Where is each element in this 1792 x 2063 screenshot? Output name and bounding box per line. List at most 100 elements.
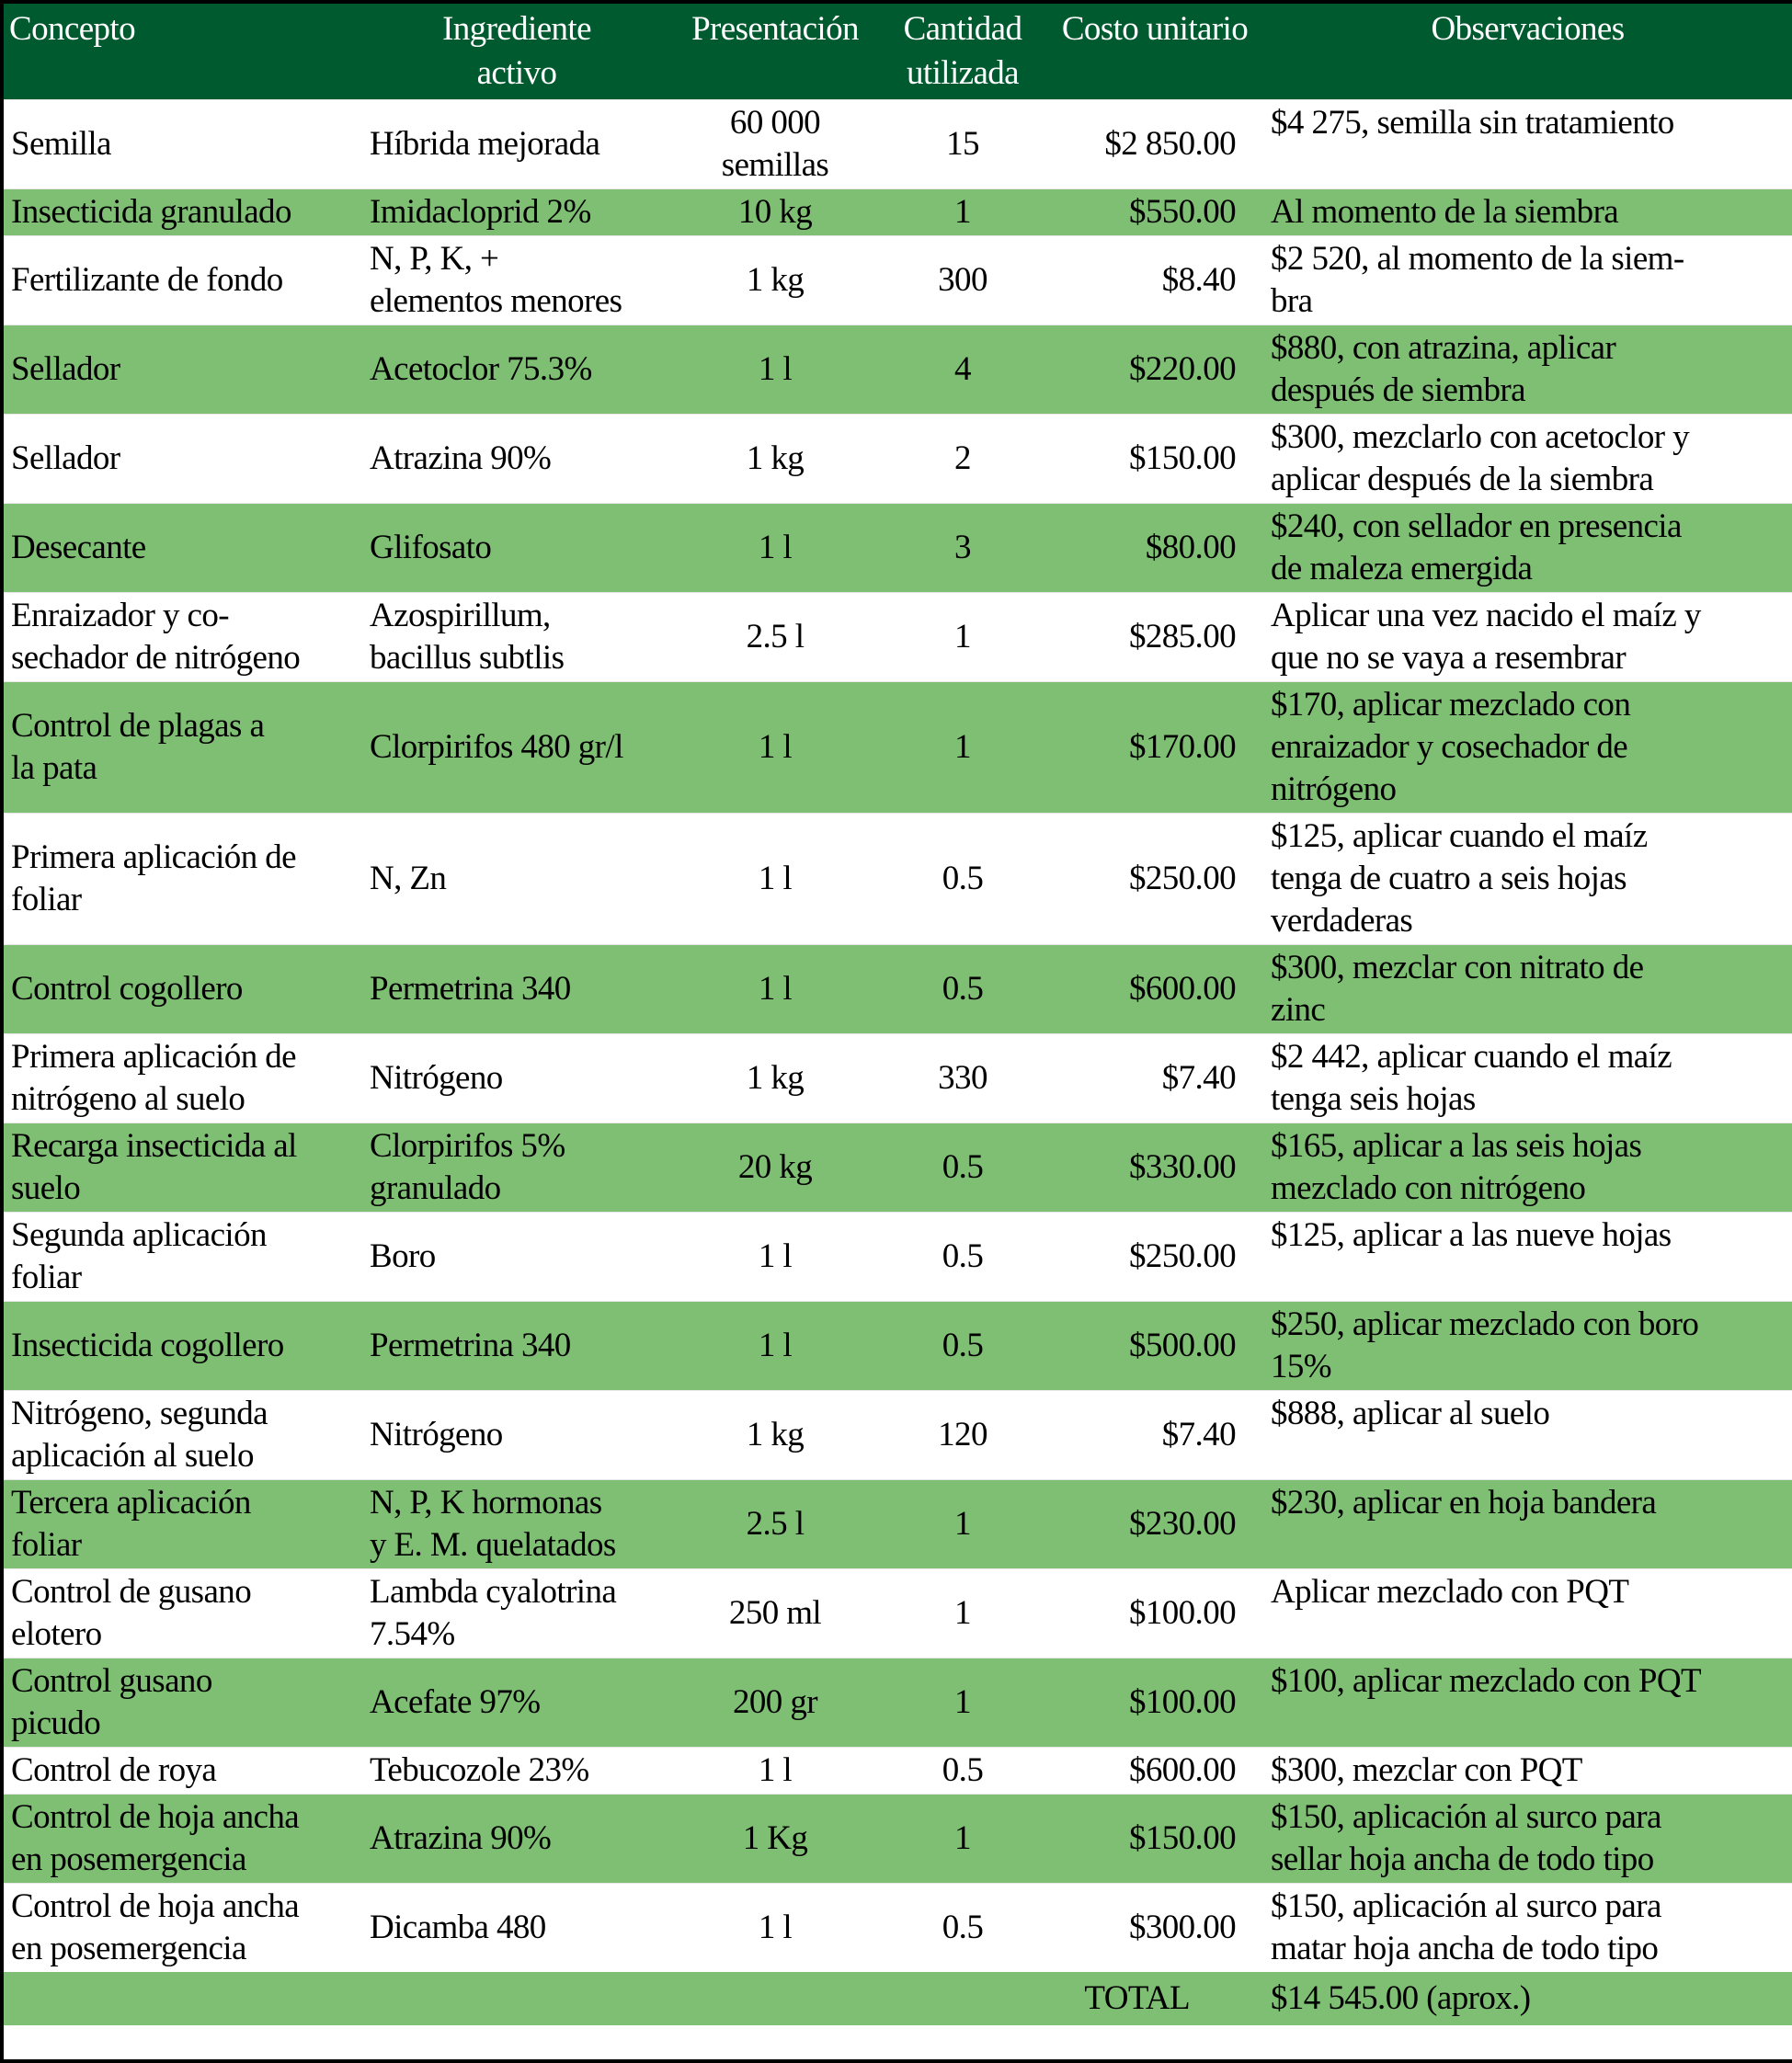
cell-observaciones: $240, con sellador en presencia de malez… bbox=[1263, 503, 1792, 593]
cell-costo: $2 850.00 bbox=[1046, 99, 1263, 189]
cell-ingrediente: N, P, K, + elementos menores bbox=[362, 235, 671, 325]
cell-ingrediente: Boro bbox=[362, 1212, 671, 1302]
cell-costo: $170.00 bbox=[1046, 681, 1263, 814]
cell-ingrediente: Lambda cyalotrina 7.54% bbox=[362, 1568, 671, 1658]
cell-cantidad: 1 bbox=[879, 1794, 1046, 1884]
table-row: Desecante Glifosato 1 l 3 $80.00 $240, con se… bbox=[4, 503, 1792, 593]
cell-concepto: Sellador bbox=[4, 414, 362, 504]
cell-ingrediente: N, Zn bbox=[362, 813, 671, 945]
cell-presentacion: 1 l bbox=[671, 944, 879, 1034]
cell-costo: $600.00 bbox=[1046, 944, 1263, 1034]
cell-costo: $150.00 bbox=[1046, 414, 1263, 504]
cell-observaciones: $880, con atrazina, aplicar después de s… bbox=[1263, 325, 1792, 415]
table-row: Primera aplicación de foliar N, Zn 1 l 0.5 $… bbox=[4, 813, 1792, 945]
cell-ingrediente: Clorpirifos 480 gr/l bbox=[362, 681, 671, 814]
cost-table: Concepto Ingrediente activo Presentación Ca… bbox=[4, 4, 1792, 2025]
cell-cantidad: 0.5 bbox=[879, 1747, 1046, 1795]
cell-cantidad: 3 bbox=[879, 503, 1046, 593]
cell-concepto: Control cogollero bbox=[4, 944, 362, 1034]
cell-ingrediente: Permetrina 340 bbox=[362, 1301, 671, 1391]
cell-presentacion: 1 l bbox=[671, 1212, 879, 1302]
table-row: Sellador Acetoclor 75.3% 1 l 4 $220.00 $880, … bbox=[4, 325, 1792, 415]
cell-presentacion: 1 l bbox=[671, 1883, 879, 1972]
cell-cantidad: 0.5 bbox=[879, 813, 1046, 945]
cell-observaciones: $300, mezclar con PQT bbox=[1263, 1747, 1792, 1795]
cell-concepto: Nitrógeno, segunda aplicación al suelo bbox=[4, 1390, 362, 1480]
cell-cantidad: 0.5 bbox=[879, 1212, 1046, 1302]
cell-cantidad: 1 bbox=[879, 592, 1046, 682]
cell-observaciones: $2 520, al momento de la siem- bra bbox=[1263, 235, 1792, 325]
cell-cantidad: 15 bbox=[879, 99, 1046, 189]
cell-presentacion: 1 kg bbox=[671, 235, 879, 325]
total-label: TOTAL bbox=[879, 1972, 1263, 2025]
cell-ingrediente: N, P, K hormonas y E. M. quelatados bbox=[362, 1479, 671, 1569]
cell-observaciones: Aplicar mezclado con PQT bbox=[1263, 1568, 1792, 1658]
header-cantidad: Cantidad utilizada bbox=[879, 4, 1046, 100]
cell-presentacion: 1 l bbox=[671, 681, 879, 814]
cell-cantidad: 4 bbox=[879, 325, 1046, 415]
cell-concepto: Control de hoja ancha en posemergencia bbox=[4, 1883, 362, 1972]
header-ingrediente: Ingrediente activo bbox=[362, 4, 671, 100]
cell-concepto: Desecante bbox=[4, 503, 362, 593]
cell-presentacion: 1 kg bbox=[671, 414, 879, 504]
header-row: Concepto Ingrediente activo Presentación Ca… bbox=[4, 4, 1792, 100]
cell-ingrediente: Atrazina 90% bbox=[362, 414, 671, 504]
table-row: Control cogollero Permetrina 340 1 l 0.5 $60… bbox=[4, 944, 1792, 1034]
cell-ingrediente: Nitrógeno bbox=[362, 1033, 671, 1123]
cell-ingrediente: Nitrógeno bbox=[362, 1390, 671, 1480]
cell-costo: $550.00 bbox=[1046, 188, 1263, 236]
cell-concepto: Control gusano picudo bbox=[4, 1658, 362, 1748]
cell-presentacion: 2.5 l bbox=[671, 592, 879, 682]
cell-costo: $100.00 bbox=[1046, 1568, 1263, 1658]
cell-costo: $250.00 bbox=[1046, 1212, 1263, 1302]
cell-observaciones: $888, aplicar al suelo bbox=[1263, 1390, 1792, 1480]
table-row: Segunda aplicación foliar Boro 1 l 0.5 $250.… bbox=[4, 1212, 1792, 1302]
cell-observaciones: $150, aplicación al surco para matar hoj… bbox=[1263, 1883, 1792, 1972]
cell-presentacion: 1 l bbox=[671, 325, 879, 415]
table-row: Control de hoja ancha en posemergencia Di… bbox=[4, 1883, 1792, 1972]
cell-ingrediente: Acefate 97% bbox=[362, 1658, 671, 1748]
table-row: Insecticida granulado Imidacloprid 2% 10 k… bbox=[4, 188, 1792, 236]
cell-cantidad: 0.5 bbox=[879, 1301, 1046, 1391]
cell-cantidad: 1 bbox=[879, 188, 1046, 236]
cell-observaciones: Al momento de la siembra bbox=[1263, 188, 1792, 236]
cell-cantidad: 1 bbox=[879, 1658, 1046, 1748]
cell-concepto: Sellador bbox=[4, 325, 362, 415]
cell-cantidad: 0.5 bbox=[879, 1123, 1046, 1213]
cell-cantidad: 2 bbox=[879, 414, 1046, 504]
cell-presentacion: 2.5 l bbox=[671, 1479, 879, 1569]
table-row: Control de plagas a la pata Clorpirifos 4… bbox=[4, 681, 1792, 814]
cell-concepto: Enraizador y co- sechador de nitrógeno bbox=[4, 592, 362, 682]
header-concepto: Concepto bbox=[4, 4, 362, 100]
cell-cantidad: 120 bbox=[879, 1390, 1046, 1480]
cell-presentacion: 1 kg bbox=[671, 1033, 879, 1123]
cell-observaciones: $4 275, semilla sin tratamiento bbox=[1263, 99, 1792, 189]
cell-ingrediente: Tebucozole 23% bbox=[362, 1747, 671, 1795]
cell-concepto: Segunda aplicación foliar bbox=[4, 1212, 362, 1302]
table-row: Primera aplicación de nitrógeno al suelo… bbox=[4, 1033, 1792, 1123]
cell-costo: $8.40 bbox=[1046, 235, 1263, 325]
cell-presentacion: 1 kg bbox=[671, 1390, 879, 1480]
cell-observaciones: $300, mezclar con nitrato de zinc bbox=[1263, 944, 1792, 1034]
cell-costo: $230.00 bbox=[1046, 1479, 1263, 1569]
cell-costo: $250.00 bbox=[1046, 813, 1263, 945]
cell-concepto: Tercera aplicación foliar bbox=[4, 1479, 362, 1569]
cell-observaciones: $125, aplicar cuando el maíz tenga de cu… bbox=[1263, 813, 1792, 945]
table-row: Nitrógeno, segunda aplicación al suelo Ni… bbox=[4, 1390, 1792, 1480]
table-row: Semilla Híbrida mejorada 60 000 semillas 15… bbox=[4, 99, 1792, 189]
cell-presentacion: 1 l bbox=[671, 1301, 879, 1391]
header-presentacion: Presentación bbox=[671, 4, 879, 100]
cell-cantidad: 1 bbox=[879, 681, 1046, 814]
header-costo: Costo unitario bbox=[1046, 4, 1263, 100]
cell-observaciones: $2 442, aplicar cuando el maíz tenga sei… bbox=[1263, 1033, 1792, 1123]
cell-costo: $285.00 bbox=[1046, 592, 1263, 682]
cell-costo: $100.00 bbox=[1046, 1658, 1263, 1748]
cell-ingrediente: Permetrina 340 bbox=[362, 944, 671, 1034]
cost-table-container: Concepto Ingrediente activo Presentación Ca… bbox=[4, 4, 1792, 2059]
cell-ingrediente: Híbrida mejorada bbox=[362, 99, 671, 189]
total-value: $14 545.00 (aprox.) bbox=[1263, 1972, 1792, 2025]
header-observaciones: Observaciones bbox=[1263, 4, 1792, 100]
cell-observaciones: $170, aplicar mezclado con enraizador y … bbox=[1263, 681, 1792, 814]
cell-costo: $80.00 bbox=[1046, 503, 1263, 593]
cell-cantidad: 1 bbox=[879, 1568, 1046, 1658]
